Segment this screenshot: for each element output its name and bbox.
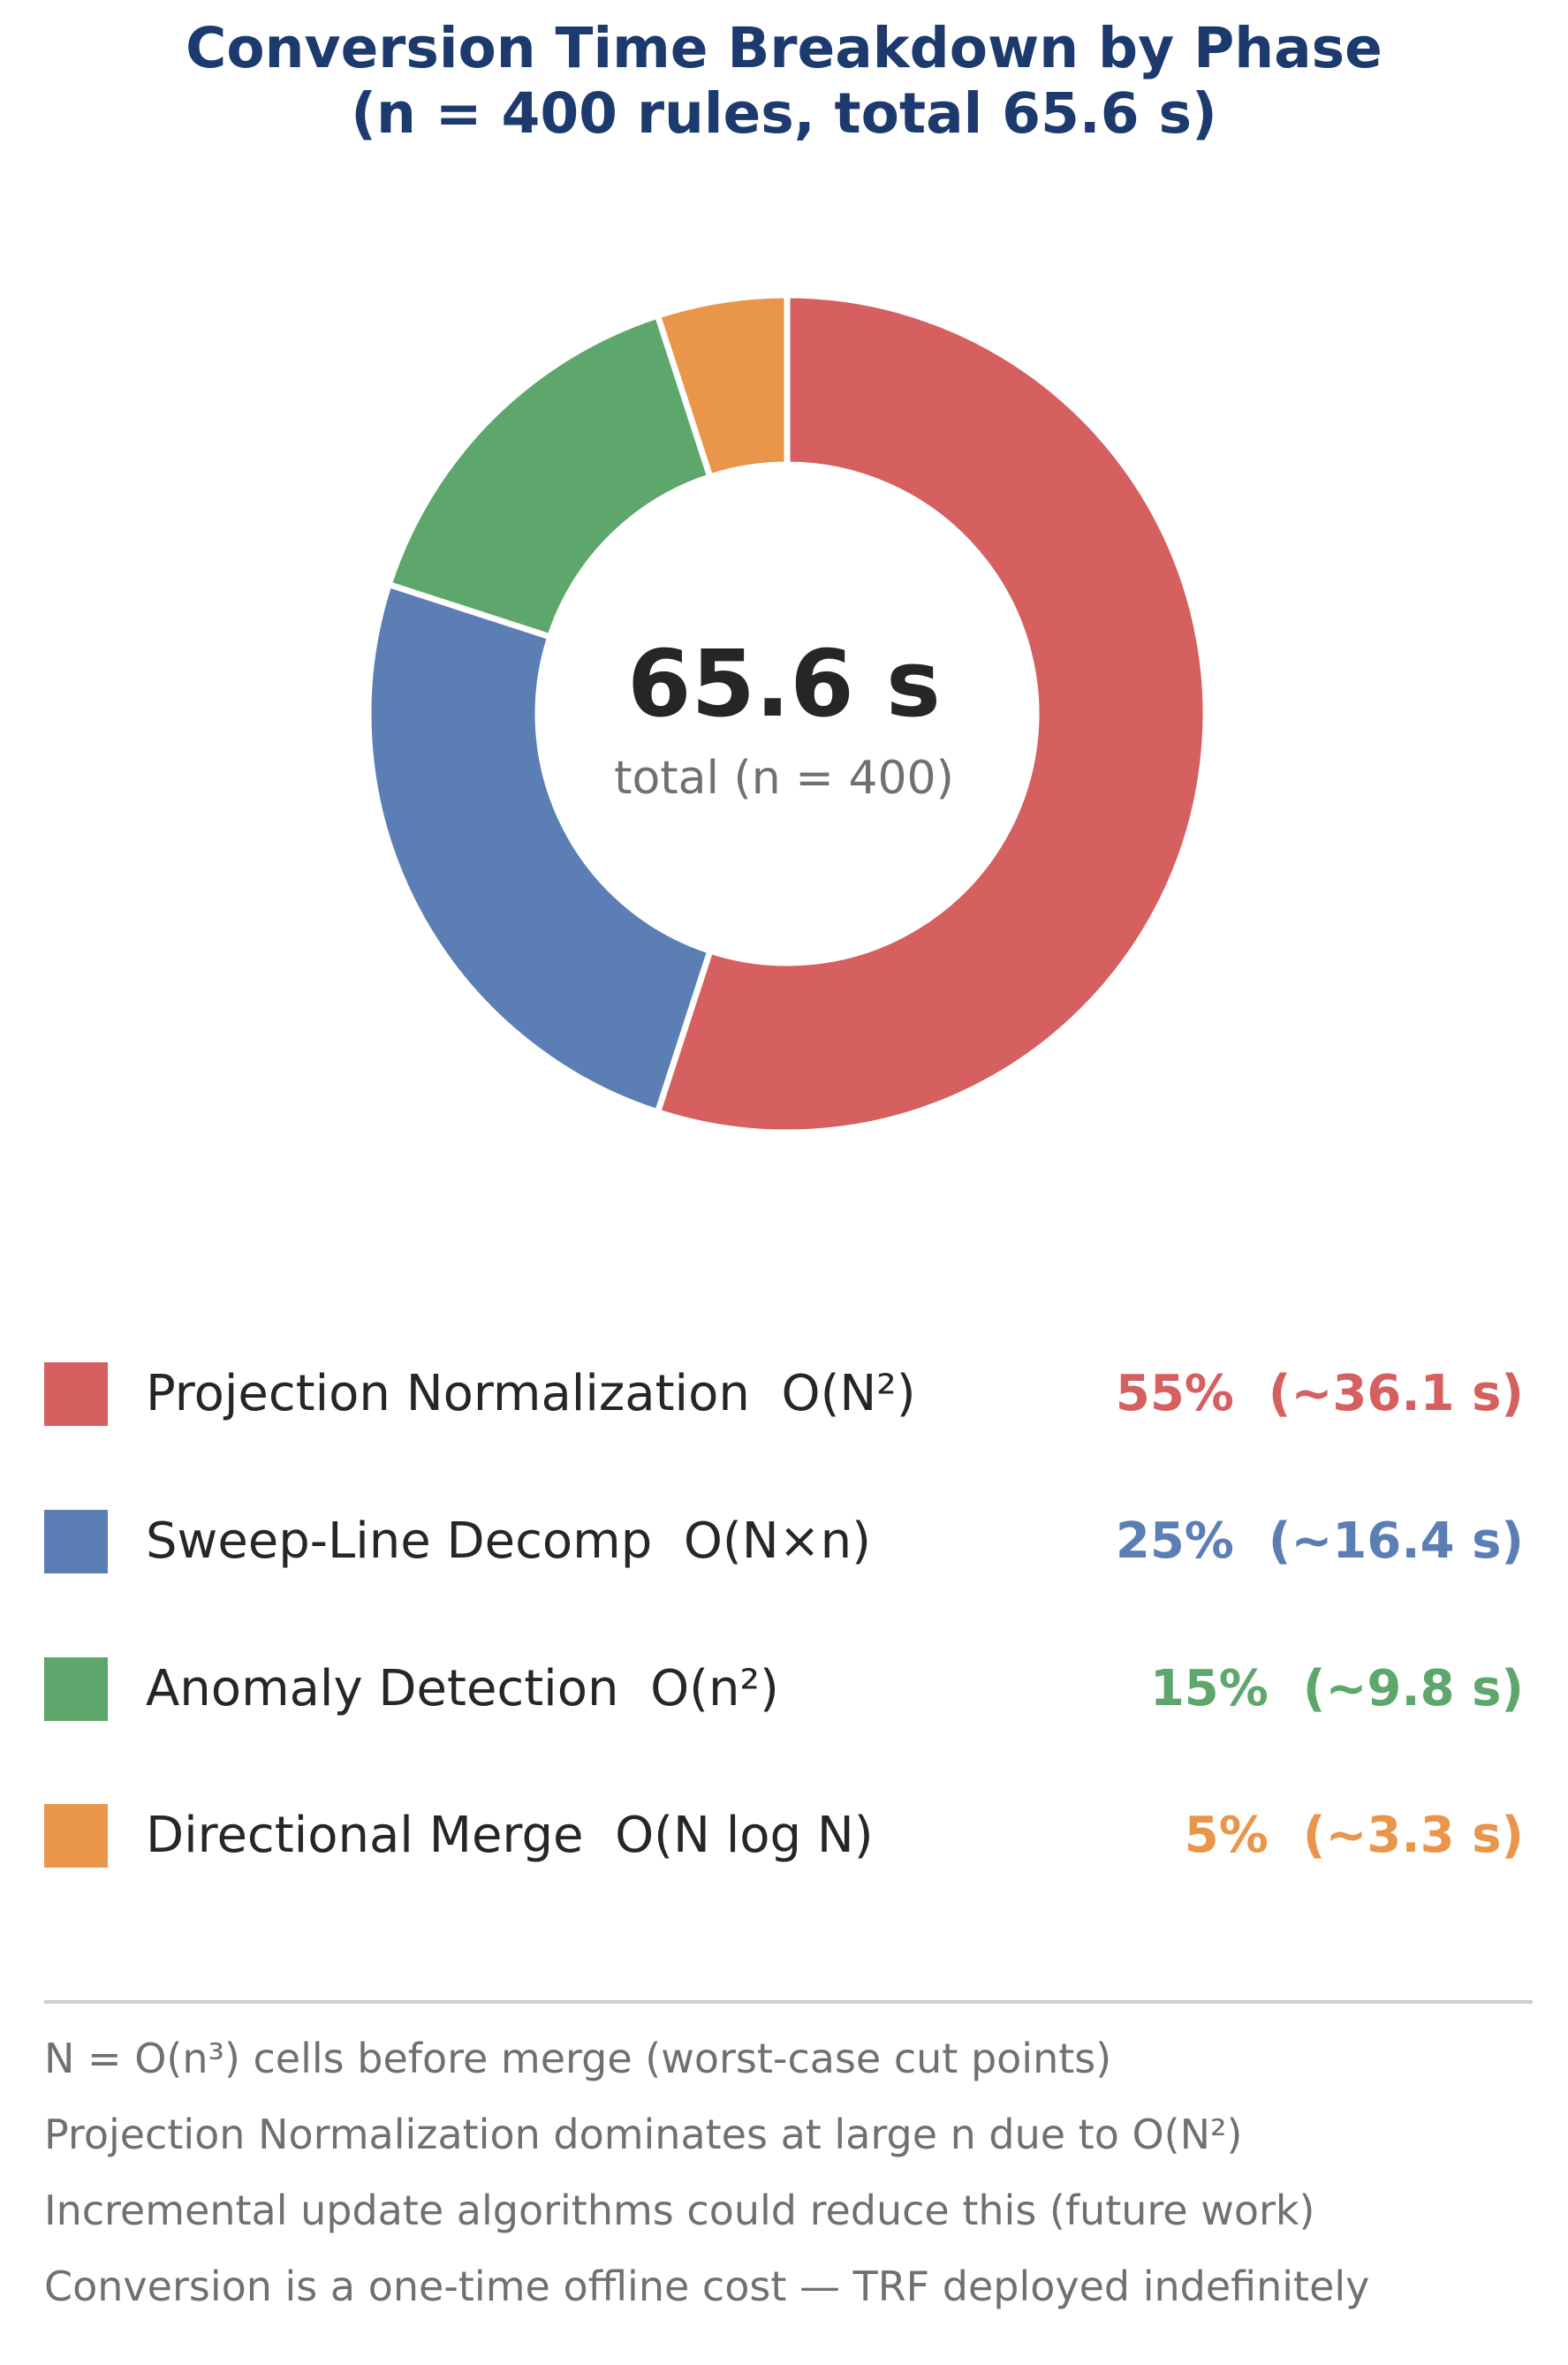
donut-slice-directional-merge [655, 292, 791, 481]
note-line-4: Conversion is a one-time offline cost — … [44, 2263, 1370, 2310]
legend-swatch [44, 1510, 108, 1573]
legend-label: Anomaly Detection O(n²) [146, 1660, 779, 1717]
legend-swatch [44, 1657, 108, 1721]
legend-item-anomaly-detection: Anomaly Detection O(n²) 15% (~9.8 s) [0, 1654, 1568, 1724]
donut-slice-sweep-line-decomp [365, 581, 714, 1116]
legend-item-sweep-line-decomp: Sweep-Line Decomp O(N×n) 25% (~16.4 s) [0, 1506, 1568, 1577]
chart-title-line-1: Conversion Time Breakdown by Phase [186, 16, 1382, 80]
chart-title: Conversion Time Breakdown by Phase (n = … [0, 16, 1568, 147]
note-line-2: Projection Normalization dominates at la… [44, 2111, 1243, 2158]
legend-item-projection-normalization: Projection Normalization O(N²) 55% (~36.… [0, 1359, 1568, 1429]
donut-chart [365, 292, 1209, 1136]
legend-value: 15% (~9.8 s) [1149, 1660, 1524, 1717]
legend-label: Sweep-Line Decomp O(N×n) [146, 1512, 871, 1570]
donut-center-label: total (n = 400) [614, 752, 954, 805]
note-line-3: Incremental update algorithms could redu… [44, 2187, 1315, 2234]
note-line-1: N = O(n³) cells before merge (worst-case… [44, 2035, 1112, 2082]
notes-divider [44, 2000, 1533, 2004]
donut-slice-anomaly-detection [385, 312, 714, 641]
chart-title-line-2: (n = 400 rules, total 65.6 s) [351, 81, 1217, 146]
legend-value: 25% (~16.4 s) [1115, 1512, 1524, 1570]
donut-slice-projection-normalization [655, 292, 1209, 1136]
legend-label: Projection Normalization O(N²) [146, 1365, 916, 1422]
legend-value: 5% (~3.3 s) [1184, 1807, 1524, 1864]
donut-center-value: 65.6 s [627, 630, 941, 738]
legend-label: Directional Merge O(N log N) [146, 1807, 874, 1864]
legend-value: 55% (~36.1 s) [1115, 1365, 1524, 1422]
legend-swatch [44, 1362, 108, 1426]
legend-item-directional-merge: Directional Merge O(N log N) 5% (~3.3 s) [0, 1800, 1568, 1871]
legend-swatch [44, 1804, 108, 1868]
